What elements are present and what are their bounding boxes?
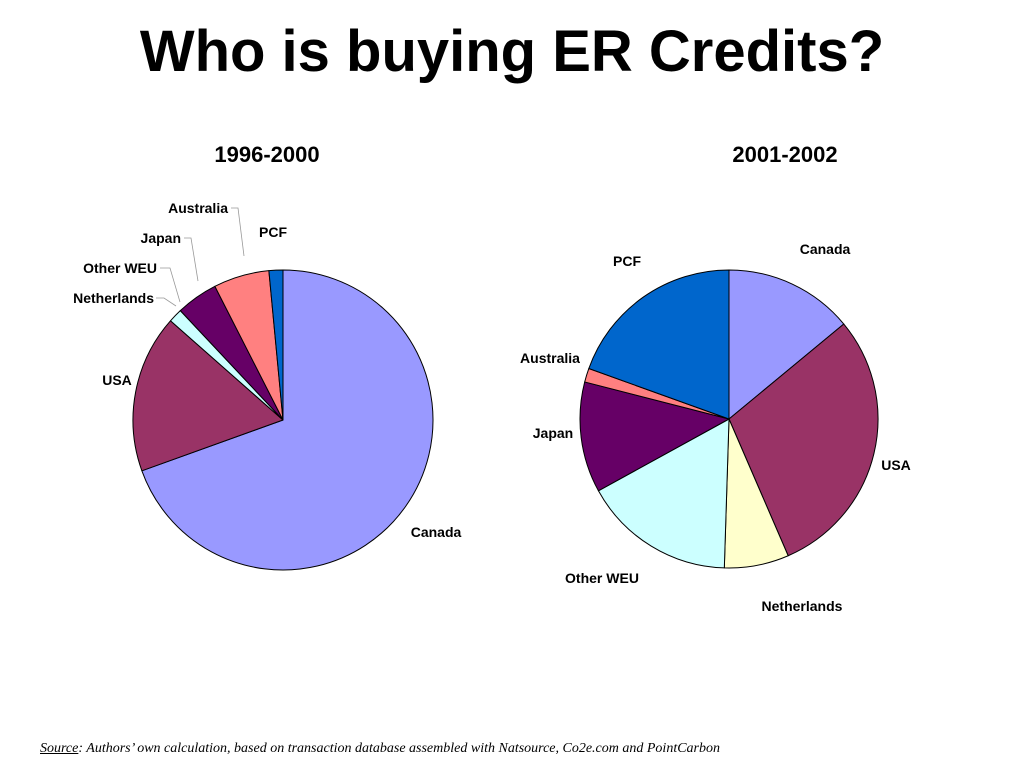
slice-label-japan: Japan bbox=[533, 425, 573, 441]
chart-title-1996-2000: 1996-2000 bbox=[214, 142, 319, 167]
pie-slice-japan bbox=[579, 381, 730, 492]
pie-slice-other-weu bbox=[597, 418, 730, 569]
leader-line-other-weu bbox=[160, 267, 181, 303]
slice-label-canada: Canada bbox=[800, 241, 851, 257]
pie-slice-usa bbox=[728, 323, 879, 557]
slice-label-australia: Australia bbox=[520, 350, 580, 366]
leader-line-netherlands bbox=[156, 297, 177, 307]
source-text: : Authors’ own calculation, based on tra… bbox=[78, 741, 721, 756]
slice-label-japan: Japan bbox=[141, 230, 181, 246]
pie-chart-1996-2000: 1996-2000 Canada USA Netherlands Other WEU J… bbox=[73, 142, 462, 571]
pie-slice-pcf bbox=[588, 269, 730, 420]
pie-slice-canada bbox=[141, 269, 434, 571]
pie-slice-usa bbox=[132, 320, 284, 472]
slice-label-canada: Canada bbox=[411, 524, 462, 540]
slice-label-netherlands: Netherlands bbox=[762, 598, 843, 614]
slice-label-pcf: PCF bbox=[259, 224, 287, 240]
leader-line-australia bbox=[231, 207, 245, 257]
source-label: Source bbox=[40, 741, 79, 756]
pie-chart-2001-2002: 2001-2002 Canada USA Netherlands Other WEU J… bbox=[520, 142, 911, 614]
chart-title-2001-2002: 2001-2002 bbox=[732, 142, 837, 167]
slice-label-usa: USA bbox=[881, 457, 911, 473]
slice-label-pcf: PCF bbox=[613, 253, 641, 269]
slice-label-netherlands: Netherlands bbox=[73, 290, 154, 306]
leader-line-japan bbox=[184, 237, 199, 282]
slice-label-usa: USA bbox=[102, 372, 132, 388]
slide-title: Who is buying ER Credits? bbox=[139, 19, 885, 84]
pie-slice-pcf bbox=[268, 269, 284, 421]
pie-slice-canada bbox=[728, 269, 845, 420]
slice-label-other-weu: Other WEU bbox=[565, 570, 639, 586]
slice-label-other-weu: Other WEU bbox=[83, 260, 157, 276]
slice-label-australia: Australia bbox=[168, 200, 228, 216]
source-note: Source: Authors’ own calculation, based … bbox=[40, 741, 720, 757]
